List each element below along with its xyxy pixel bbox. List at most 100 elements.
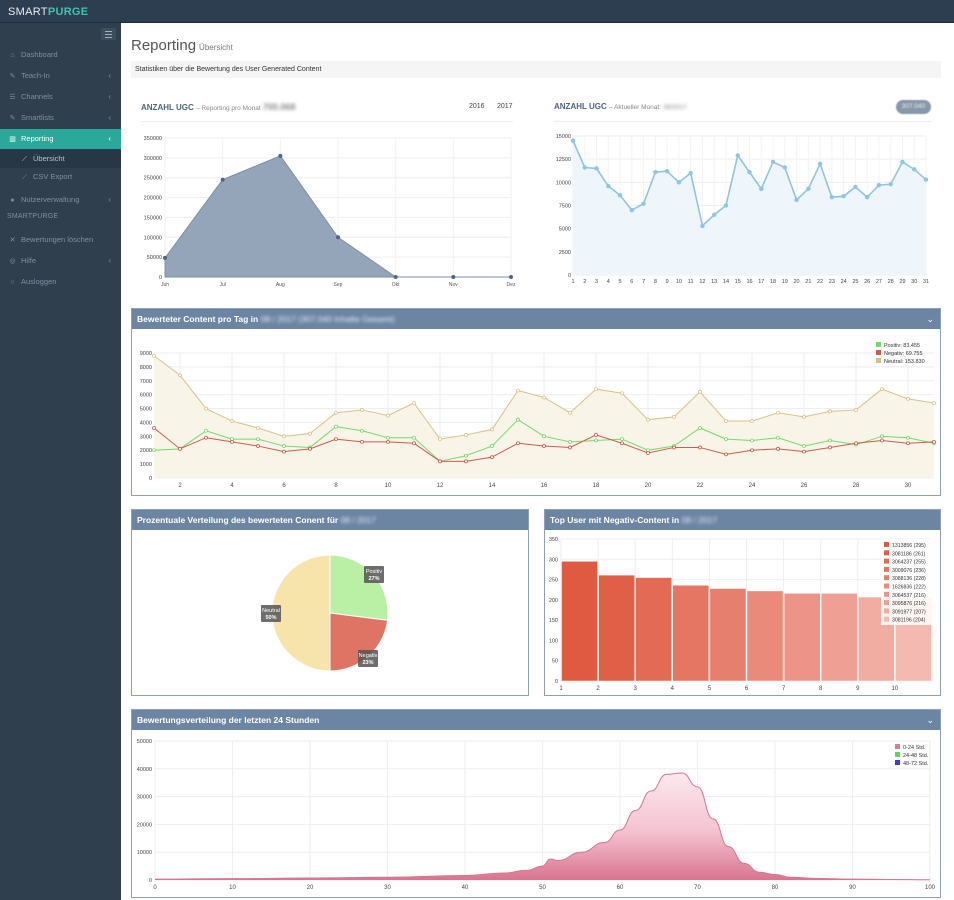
data-point [360,408,364,412]
data-point [256,437,260,442]
data-point [334,424,338,429]
chevron-down-icon[interactable]: ⌄ [926,715,934,725]
sidebar-item-nutzerverwaltung[interactable]: ● Nutzerverwaltung ‹ [0,190,121,210]
x-tick-label: Okt [392,282,400,288]
data-point [282,444,286,448]
data-point [509,275,513,279]
sidebar-item-dashboard[interactable]: ⌂ Dashboard [0,45,121,65]
sidebar-item-teach-in[interactable]: ✎ Teach-In ‹ [0,66,121,86]
x-tick-label: 5 [708,686,712,692]
legend-label: 3081186 (261) [892,551,926,557]
y-tick-label: 2000 [140,448,152,454]
sidebar-item-hilfe[interactable]: ◎ Hilfe ‹ [0,251,121,271]
page-title: Reporting Übersicht [131,37,233,54]
x-tick-label: 70 [694,885,701,891]
data-point [759,186,764,192]
data-point [163,255,167,260]
chevron-down-icon[interactable]: ⌄ [926,314,934,324]
x-tick-label: 8 [819,686,823,692]
data-point [782,165,787,170]
y-tick-label: 0 [568,273,571,279]
legend-swatch [884,566,889,572]
legend-swatch [884,542,889,547]
x-tick-label: 28 [853,483,860,489]
bar [820,593,858,682]
y-tick-label: 7000 [140,379,152,385]
brand-logo[interactable]: SMARTPURGE [8,6,88,18]
ugc-month-total: 700.068 [262,102,296,112]
data-point [542,395,546,400]
legend-label: 1626836 (222) [892,585,926,591]
divider [141,121,513,122]
line-chart-icon: ⟋ [22,174,27,181]
sidebar-toggle-icon[interactable] [101,28,116,40]
x-tick-label: 26 [864,279,870,285]
pie-percent: 23% [362,660,373,666]
sidebar-item-label: Smartlists [21,113,54,122]
data-point [912,167,917,172]
sidebar-item-label: CSV Export [33,172,73,181]
main-content: Reporting Übersicht Statistiken über die … [121,23,954,900]
sidebar-item-bewertungen-löschen[interactable]: ✕ Bewertungen löschen [0,230,121,250]
sidebar-item-übersicht[interactable]: ⟋ Übersicht [0,150,121,168]
data-point [594,387,598,392]
x-tick-label: Nov [449,282,458,288]
pie-percent: 27% [368,576,379,582]
sidebar-item-reporting[interactable]: ▥ Reporting ‹ [0,129,121,149]
y-tick-label: 0 [149,476,152,482]
user-icon: ● [10,197,15,204]
y-tick-label: 1000 [140,462,152,468]
year-2017-button[interactable]: 2017 [497,103,513,110]
data-point [490,455,494,460]
y-tick-label: 0 [149,878,152,884]
sidebar-item-channels[interactable]: ☰ Channels ‹ [0,87,121,107]
x-tick-label: 30 [384,885,391,891]
x-tick-label: 100 [925,885,936,891]
data-point [724,419,728,423]
x-tick-label: 26 [801,483,808,489]
data-point [735,153,740,158]
sidebar-item-ausloggen[interactable]: ○ Ausloggen [0,272,121,292]
data-point [900,159,905,165]
data-point [570,138,576,143]
x-tick-label: 1 [559,686,563,692]
data-point [700,223,705,229]
legend-swatch [884,616,889,622]
data-point [278,153,283,158]
data-point [412,401,416,405]
legend-label: 3088136 (228) [892,576,926,582]
data-point [750,448,754,453]
sidebar-item-csv-export[interactable]: ⟋ CSV Export [0,168,121,186]
data-point [204,435,208,440]
data-point [880,434,884,439]
ugc-month-subtitle: – Reporting pro Monat [195,105,261,112]
year-2016-button[interactable]: 2016 [469,103,485,110]
x-tick-label: 31 [923,279,929,285]
data-point [568,410,572,415]
chevron-left-icon: ‹ [108,195,111,204]
area-series-line [154,772,931,881]
data-point [282,449,286,454]
legend-label: Negativ: 69.755 [884,351,923,357]
x-tick-label: 30 [911,279,917,285]
x-tick-label: 2 [583,279,586,285]
sidebar-item-smartlists[interactable]: ✎ Smartlists ‹ [0,108,121,128]
y-tick-label: 5000 [559,227,571,233]
data-point [672,445,676,450]
data-point [817,161,823,166]
data-point [853,184,858,190]
y-tick-label: 40000 [137,767,152,773]
data-point [646,451,650,455]
y-tick-label: 2500 [559,250,571,256]
data-point [629,207,635,213]
x-tick-label: 17 [758,279,764,285]
sidebar-item-label: Channels [21,92,53,101]
x-tick-label: Aug [276,282,285,288]
y-tick-label: 10000 [137,850,152,856]
ugc-day-subtitle: – Aktueller Monat: [608,104,662,111]
x-tick-label: 28 [888,279,894,285]
x-tick-label: 6 [630,279,633,285]
top-users-panel-title: Top User mit Negativ-Content in [550,515,680,525]
legend-box [881,539,933,625]
